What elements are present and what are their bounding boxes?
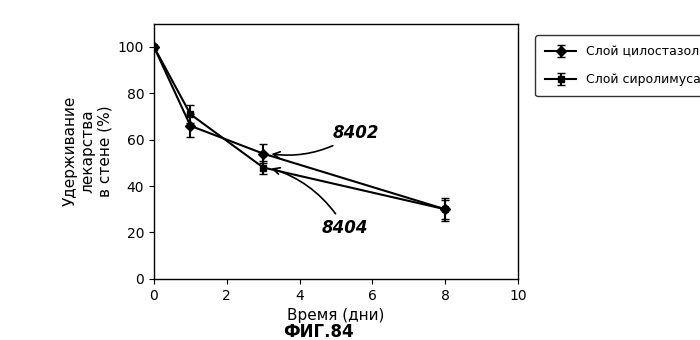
Text: 8402: 8402: [273, 124, 379, 158]
X-axis label: Время (дни): Время (дни): [287, 308, 385, 323]
Y-axis label: Удерживание
лекарства
в стене (%): Удерживание лекарства в стене (%): [62, 96, 112, 206]
Legend: Слой цилостазола, Слой сиролимуса: Слой цилостазола, Слой сиролимуса: [536, 35, 700, 96]
Text: ФИГ.84: ФИГ.84: [284, 323, 354, 340]
Text: 8404: 8404: [273, 168, 368, 237]
